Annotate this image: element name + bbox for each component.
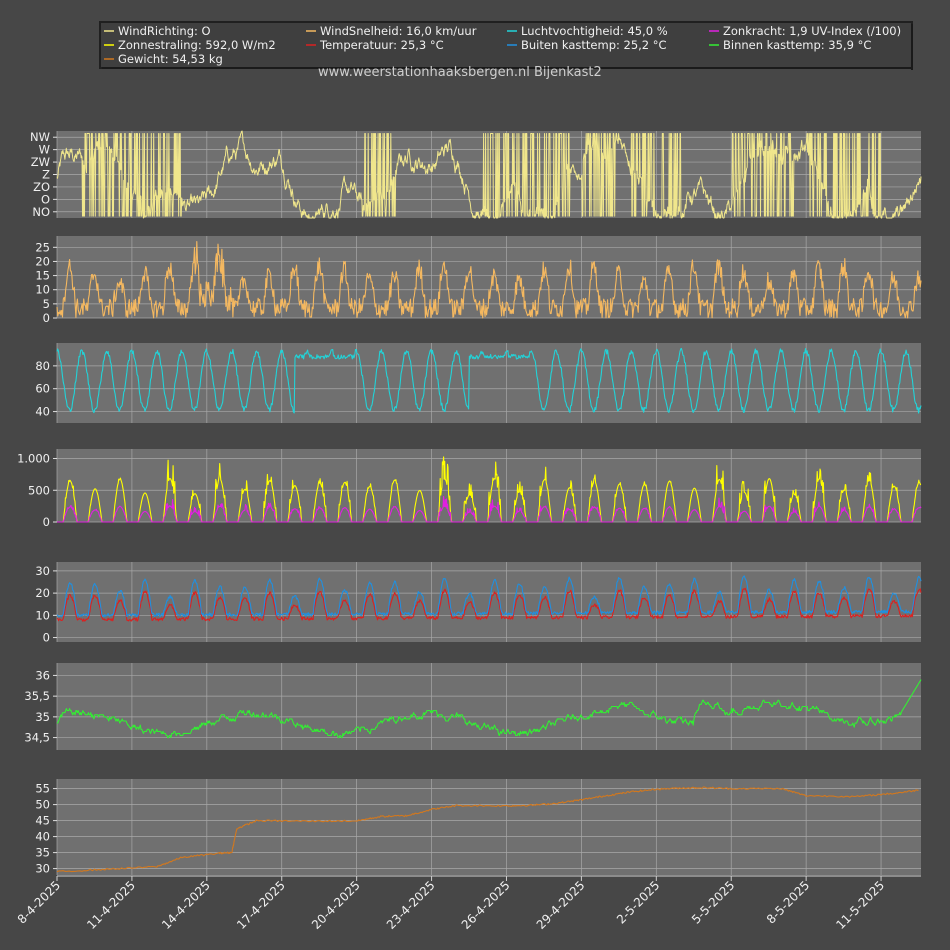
tick-label: 36	[35, 668, 50, 682]
series-gewicht	[56, 786, 919, 873]
tick-label: 20	[35, 586, 50, 600]
tick-label: ZW	[31, 155, 50, 169]
plot-area	[57, 343, 921, 423]
tick-label: 45	[35, 814, 50, 828]
tick-label: 1.000	[17, 452, 50, 466]
series-windrichting	[56, 130, 922, 219]
tick-label: 0	[43, 311, 50, 325]
panel-radiation: 0 500 1.000	[17, 449, 922, 529]
legend-item: WindRichting: O	[104, 24, 211, 38]
tick-label: 35	[35, 710, 50, 724]
tick-label: 30	[35, 862, 50, 876]
legend-item: Binnen kasttemp: 35,9 °C	[709, 38, 871, 52]
legend-item: Zonnestraling: 592,0 W/m2	[104, 38, 276, 52]
legend-label: Zonnestraling: 592,0 W/m2	[118, 38, 276, 52]
panel-humidity: 40 60 80	[35, 343, 922, 423]
legend-item: Buiten kasttemp: 25,2 °C	[507, 38, 667, 52]
legend-label: Gewicht: 54,53 kg	[118, 52, 223, 66]
tick-label: 0	[43, 631, 50, 645]
tick-label: 35,5	[24, 689, 50, 703]
tick-label: 40	[35, 830, 50, 844]
series-windsnelheid	[56, 241, 922, 319]
series-luchtvochtigheid	[56, 347, 922, 414]
legend-item: Luchtvochtigheid: 45,0 %	[507, 24, 668, 38]
watermark: www.weerstationhaaksbergen.nl Bijenkast2	[318, 65, 602, 80]
panel-weight: 30 35 40 45 50 55	[35, 779, 921, 876]
tick-label: 34,5	[24, 731, 50, 745]
series-zonkracht	[57, 495, 922, 523]
legend-box: WindRichting: O WindSnelheid: 16,0 km/uur…	[99, 21, 913, 70]
panel-inner-temp: 34,5 35 35,5 36	[24, 663, 922, 750]
tick-label: 35	[35, 846, 50, 860]
legend-label: WindRichting: O	[118, 24, 211, 38]
tick-label: NO	[32, 205, 50, 219]
legend-item: Gewicht: 54,53 kg	[104, 52, 223, 66]
panel-temperature: 0 10 20 30	[35, 562, 922, 645]
tick-label: 50	[35, 798, 50, 812]
tick-label: 20	[35, 254, 50, 268]
tick-label: 55	[35, 782, 50, 796]
legend-label: Temperatuur: 25,3 °C	[319, 38, 444, 52]
tick-label: 5	[43, 297, 50, 311]
tick-label: ZO	[33, 180, 50, 194]
tick-label: 10	[35, 608, 50, 622]
legend-label: Buiten kasttemp: 25,2 °C	[521, 38, 667, 52]
series-buiten-kasttemp	[56, 575, 922, 618]
tick-label: 80	[35, 359, 50, 373]
tick-label: 500	[28, 483, 50, 497]
legend-label: Luchtvochtigheid: 45,0 %	[521, 24, 668, 38]
tick-label: 15	[35, 269, 50, 283]
tick-label: O	[41, 192, 50, 206]
legend-item: Zonkracht: 1,9 UV-Index (/100)	[709, 24, 901, 38]
tick-label: 60	[35, 382, 50, 396]
series-binnen-kasttemp	[57, 679, 922, 739]
tick-label: 30	[35, 564, 50, 578]
tick-label: 25	[35, 240, 50, 254]
legend-item: Temperatuur: 25,3 °C	[306, 38, 444, 52]
tick-label: W	[39, 143, 50, 157]
plot-area	[57, 779, 921, 875]
tick-label: 10	[35, 283, 50, 297]
legend: WindRichting: O WindSnelheid: 16,0 km/uur…	[104, 24, 901, 66]
legend-label: Zonkracht: 1,9 UV-Index (/100)	[723, 24, 901, 38]
legend-label: Binnen kasttemp: 35,9 °C	[723, 38, 871, 52]
plot-area	[57, 663, 921, 750]
legend-label: WindSnelheid: 16,0 km/uur	[320, 24, 477, 38]
tick-label: Z	[42, 168, 50, 182]
tick-label: 0	[43, 515, 50, 529]
legend-item: WindSnelheid: 16,0 km/uur	[306, 24, 477, 38]
chart-panels: NOOZOZZWWNW051015202540608005001.0000102…	[17, 130, 922, 876]
tick-label: NW	[30, 130, 50, 144]
tick-label: 40	[35, 405, 50, 419]
